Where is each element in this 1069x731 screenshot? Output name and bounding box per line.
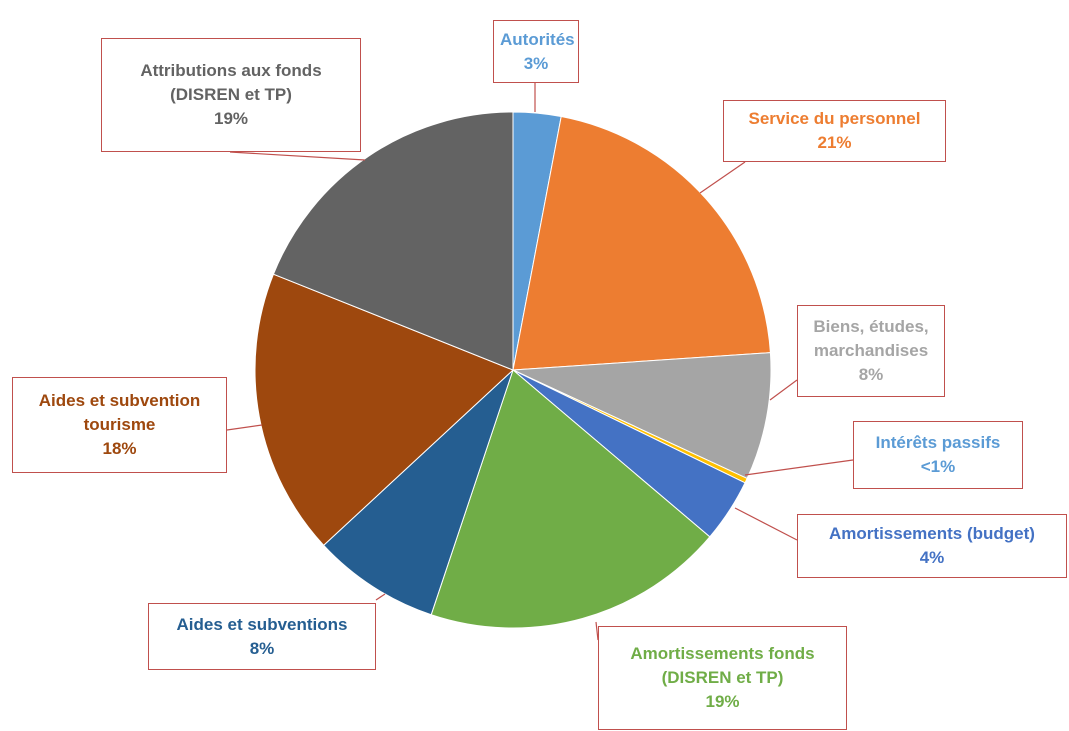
data-label: Intérêts passifs <1% <box>853 421 1023 489</box>
label-value: 4% <box>919 548 945 567</box>
leader-line <box>744 459 854 476</box>
label-category: Aides et subventions <box>176 614 348 634</box>
pie-slice <box>322 369 514 616</box>
label-value: 18% <box>102 439 137 458</box>
leader-line <box>699 161 746 194</box>
leader-line <box>375 593 386 601</box>
label-category: Amortissements (budget) <box>829 524 1035 543</box>
leader-line <box>734 507 798 541</box>
label-value: <1% <box>920 457 956 476</box>
label-value: 19% <box>705 692 740 711</box>
label-value: 19% <box>213 109 249 128</box>
data-label: Autorités 3% <box>493 20 579 83</box>
data-label: Service du personnel 21% <box>723 100 946 162</box>
data-label: Amortissements (budget) 4% <box>797 514 1067 578</box>
label-category: Autorités <box>500 29 575 49</box>
leader-line <box>595 621 599 641</box>
label-value: 21% <box>817 133 852 152</box>
label-category: Biens, études, marchandises <box>813 317 929 360</box>
label-category: Aides et subvention tourisme <box>38 391 201 434</box>
data-label: Amortissements fonds (DISREN et TP) 19% <box>598 626 847 730</box>
label-value: 8% <box>858 365 884 384</box>
label-category: Intérêts passifs <box>875 433 1001 452</box>
pie-slice <box>272 111 514 371</box>
pie-slice <box>430 369 711 629</box>
label-value: 8% <box>249 638 275 658</box>
pie-slice <box>512 115 771 371</box>
data-label: Attributions aux fonds (DISREN et TP) 19% <box>101 38 361 152</box>
data-label: Biens, études, marchandises 8% <box>797 305 945 397</box>
label-category: Amortissements fonds (DISREN et TP) <box>630 644 815 687</box>
data-label: Aides et subventions 8% <box>148 603 376 670</box>
pie-slice <box>254 273 514 547</box>
leader-line <box>226 424 263 431</box>
data-label: Aides et subvention tourisme 18% <box>12 377 227 473</box>
label-category: Service du personnel <box>748 109 921 128</box>
label-category: Attributions aux fonds (DISREN et TP) <box>140 61 322 104</box>
leader-line <box>229 151 366 161</box>
leader-line <box>769 379 798 401</box>
label-value: 3% <box>523 53 549 73</box>
